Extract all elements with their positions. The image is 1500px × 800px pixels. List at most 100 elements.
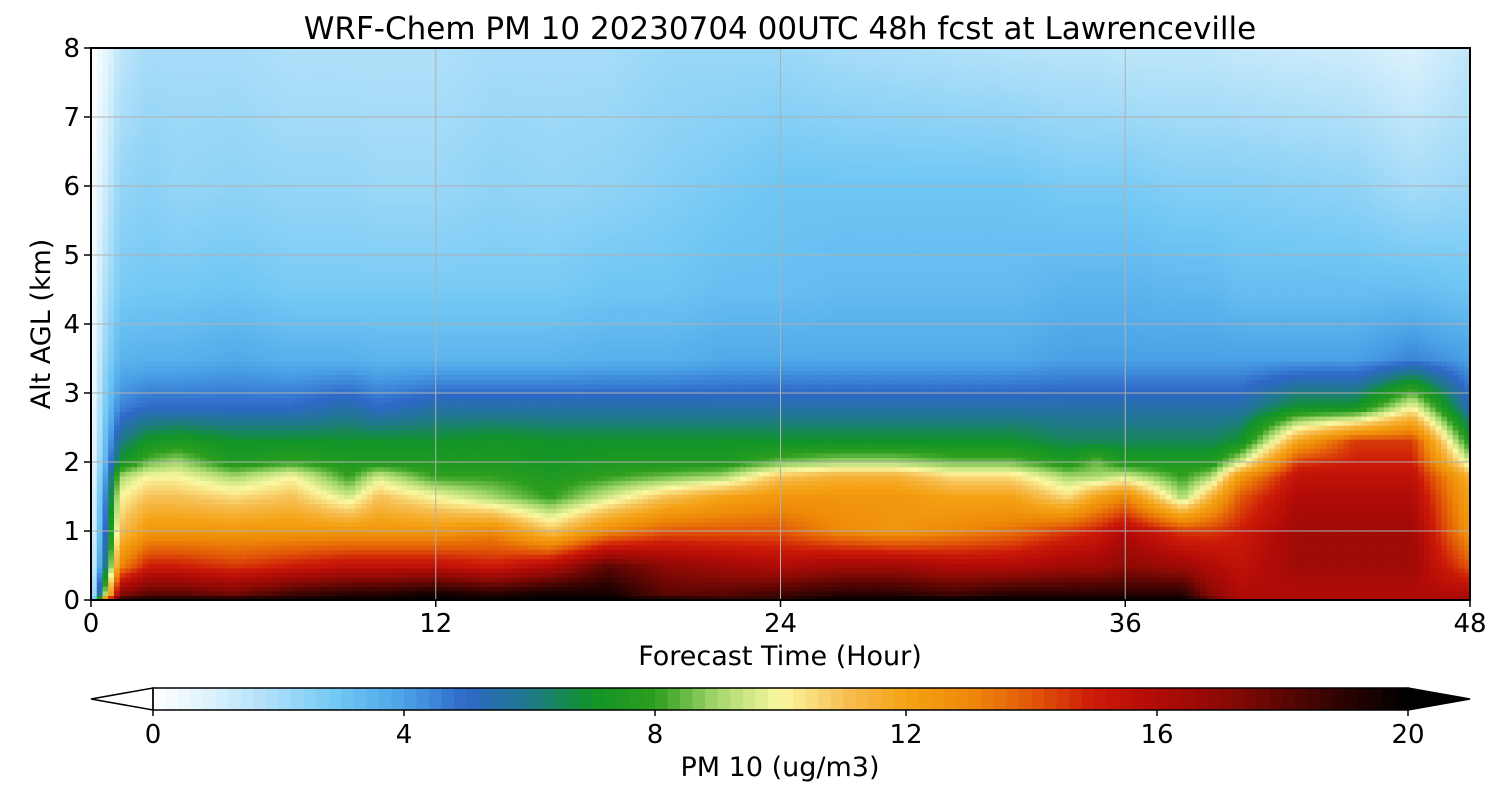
heatmap-cell (125, 48, 132, 54)
heatmap-cell (286, 89, 293, 95)
heatmap-cell (297, 186, 305, 192)
heatmap-cell (257, 278, 264, 284)
heatmap-cell (228, 75, 236, 81)
heatmap-cell (309, 581, 316, 587)
heatmap-cell (194, 535, 201, 541)
heatmap-cell (108, 567, 115, 573)
heatmap-cell (326, 250, 333, 256)
heatmap-cell (297, 567, 305, 573)
heatmap-cell (188, 595, 196, 600)
heatmap-cell (188, 581, 196, 587)
heatmap-cell (108, 121, 115, 127)
heatmap-cell (125, 503, 132, 509)
heatmap-cell (148, 140, 155, 146)
heatmap-cell (315, 149, 322, 155)
heatmap-cell (177, 98, 184, 104)
heatmap-cell (326, 273, 333, 279)
heatmap-cell (148, 406, 155, 412)
heatmap-cell (205, 457, 213, 463)
heatmap-cell (315, 103, 322, 109)
heatmap-cell (154, 356, 161, 362)
heatmap-cell (131, 282, 138, 288)
heatmap-cell (240, 319, 247, 325)
heatmap-cell (165, 94, 173, 100)
heatmap-cell (113, 540, 121, 546)
heatmap-cell (148, 264, 155, 270)
heatmap-cell (148, 80, 155, 86)
heatmap-cell (315, 140, 322, 146)
heatmap-cell (136, 572, 144, 578)
heatmap-cell (108, 443, 115, 449)
heatmap-cell (171, 512, 178, 518)
heatmap-cell (292, 393, 299, 399)
heatmap-cell (320, 485, 328, 491)
heatmap-cell (257, 494, 264, 500)
heatmap-cell (154, 595, 161, 600)
heatmap-cell (269, 144, 276, 150)
heatmap-cell (194, 75, 201, 81)
heatmap-cell (113, 291, 121, 297)
heatmap-cell (159, 158, 167, 164)
heatmap-cell (119, 581, 127, 587)
heatmap-cell (257, 360, 264, 366)
heatmap-cell (274, 222, 282, 228)
heatmap-cell (91, 425, 98, 431)
heatmap-cell (148, 586, 155, 592)
heatmap-cell (211, 48, 219, 54)
heatmap-cell (211, 595, 219, 600)
heatmap-cell (113, 287, 121, 293)
heatmap-cell (96, 595, 104, 600)
heatmap-cell (194, 278, 201, 284)
heatmap-cell (240, 236, 247, 242)
heatmap-cell (280, 457, 287, 463)
heatmap-cell (251, 227, 259, 233)
heatmap-cell (303, 577, 310, 583)
heatmap-cell (188, 107, 196, 113)
heatmap-cell (148, 439, 155, 445)
heatmap-cell (303, 420, 310, 426)
heatmap-cell (108, 227, 115, 233)
heatmap-cell (142, 457, 150, 463)
heatmap-cell (119, 324, 127, 330)
heatmap-cell (297, 406, 305, 412)
heatmap-cell (96, 563, 104, 569)
heatmap-cell (200, 425, 207, 431)
heatmap-cell (159, 287, 167, 293)
heatmap-cell (297, 71, 305, 77)
heatmap-cell (315, 370, 322, 376)
heatmap-cell (315, 439, 322, 445)
heatmap-cell (200, 112, 207, 118)
heatmap-cell (246, 107, 253, 113)
heatmap-cell (240, 291, 247, 297)
heatmap-cell (292, 172, 299, 178)
heatmap-cell (194, 287, 201, 293)
heatmap-cell (228, 80, 236, 86)
heatmap-cell (194, 508, 201, 514)
heatmap-cell (131, 517, 138, 523)
heatmap-cell (315, 544, 322, 550)
heatmap-cell (263, 71, 270, 77)
heatmap-cell (257, 489, 264, 495)
heatmap-cell (309, 489, 316, 495)
heatmap-cell (188, 498, 196, 504)
heatmap-cell (148, 521, 155, 527)
heatmap-cell (188, 337, 196, 343)
heatmap-cell (309, 61, 316, 67)
heatmap-cell (217, 94, 224, 100)
heatmap-cell (148, 245, 155, 251)
heatmap-cell (246, 503, 253, 509)
heatmap-cell (280, 526, 287, 532)
heatmap-cell (102, 370, 109, 376)
heatmap-cell (309, 558, 316, 564)
heatmap-cell (309, 287, 316, 293)
heatmap-cell (171, 411, 178, 417)
heatmap-cell (223, 429, 230, 435)
heatmap-cell (205, 416, 213, 422)
heatmap-cell (286, 425, 293, 431)
heatmap-cell (280, 314, 287, 320)
heatmap-cell (200, 406, 207, 412)
heatmap-cell (251, 480, 259, 486)
heatmap-cell (102, 558, 109, 564)
heatmap-cell (136, 259, 144, 265)
heatmap-cell (148, 209, 155, 215)
